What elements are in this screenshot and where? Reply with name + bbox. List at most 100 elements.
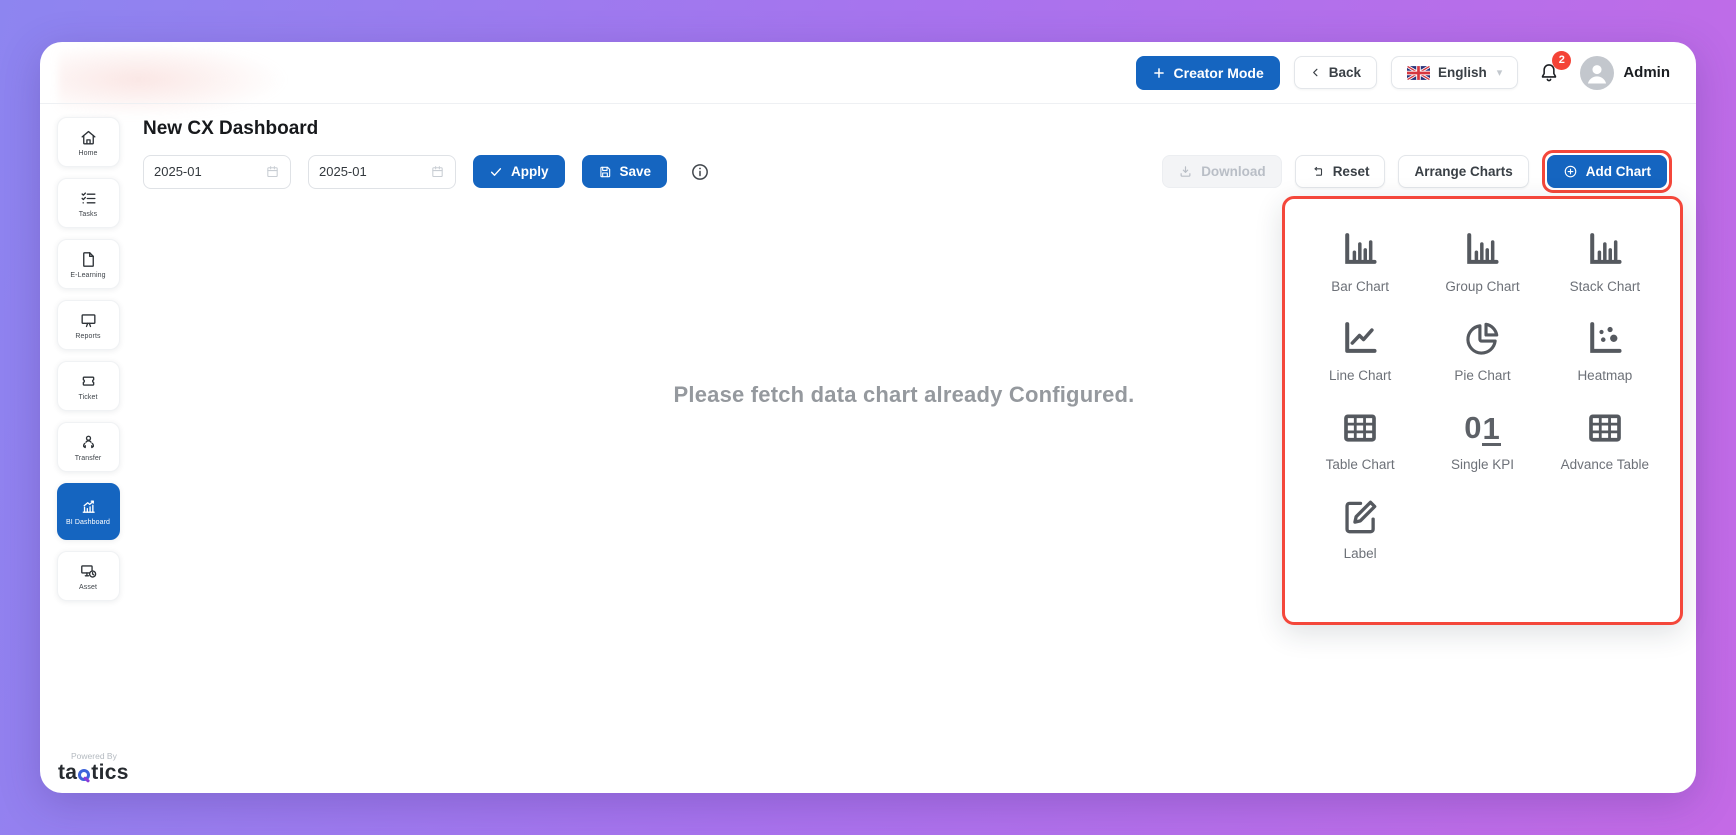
back-button[interactable]: Back bbox=[1293, 56, 1378, 89]
main-area: New CX Dashboard Apply Save bbox=[136, 104, 1696, 793]
bar-chart-icon bbox=[1345, 233, 1377, 264]
pie-chart-icon bbox=[1466, 322, 1499, 355]
plus-icon bbox=[1153, 67, 1164, 78]
heatmap-icon bbox=[1590, 322, 1622, 353]
reset-icon bbox=[1314, 166, 1322, 176]
add-chart-label: Add Chart bbox=[1585, 164, 1651, 179]
sidebar-item-label: Asset bbox=[78, 583, 97, 591]
menu-item-advance-table[interactable]: Advance Table bbox=[1544, 407, 1666, 472]
arrange-charts-label: Arrange Charts bbox=[1414, 164, 1513, 179]
reset-label: Reset bbox=[1332, 164, 1370, 179]
date-from-field[interactable] bbox=[143, 154, 291, 189]
date-from-input[interactable] bbox=[154, 164, 259, 179]
menu-item-label: Stack Chart bbox=[1569, 279, 1641, 294]
advance-table-icon bbox=[1588, 414, 1621, 442]
calendar-icon bbox=[432, 166, 443, 178]
menu-item-pie-chart[interactable]: Pie Chart bbox=[1421, 318, 1543, 383]
sidebar-item-e-learning[interactable]: E-Learning bbox=[56, 239, 120, 289]
info-icon[interactable] bbox=[690, 162, 710, 182]
tasks-icon bbox=[80, 191, 96, 204]
chevron-left-icon bbox=[1312, 68, 1318, 77]
sidebar: Home Tasks E-Learning Reports Ticket Tra… bbox=[40, 104, 136, 793]
toolbar-right: Download Reset Arrange Charts Add Chart bbox=[1162, 150, 1672, 193]
menu-item-table-chart[interactable]: Table Chart bbox=[1299, 407, 1421, 472]
menu-item-heatmap[interactable]: Heatmap bbox=[1544, 318, 1666, 383]
user-name: Admin bbox=[1623, 64, 1670, 81]
top-bar: Creator Mode Back English ▾ 2 bbox=[40, 42, 1696, 104]
table-chart-icon bbox=[1344, 414, 1376, 442]
notifications-button[interactable]: 2 bbox=[1536, 50, 1572, 86]
menu-item-bar-chart[interactable]: Bar Chart bbox=[1299, 229, 1421, 294]
taqtics-logo: ta tics bbox=[58, 761, 129, 784]
menu-item-label: Single KPI bbox=[1450, 457, 1515, 472]
page-title: New CX Dashboard bbox=[143, 118, 319, 139]
menu-item-label: Group Chart bbox=[1445, 279, 1520, 294]
sidebar-item-tasks[interactable]: Tasks bbox=[56, 178, 120, 228]
plus-circle-icon bbox=[1564, 165, 1577, 178]
reset-button[interactable]: Reset bbox=[1294, 155, 1386, 188]
notification-badge: 2 bbox=[1552, 50, 1572, 70]
home-icon bbox=[80, 130, 96, 145]
powered-by-block: Powered By ta tics bbox=[58, 751, 129, 785]
back-label: Back bbox=[1328, 65, 1362, 80]
sidebar-item-label: BI Dashboard bbox=[65, 519, 110, 526]
language-label: English bbox=[1438, 65, 1487, 80]
menu-item-label: Advance Table bbox=[1560, 457, 1649, 472]
save-button[interactable]: Save bbox=[581, 155, 668, 188]
menu-item-label: Bar Chart bbox=[1331, 279, 1390, 294]
menu-item-label: Table Chart bbox=[1325, 457, 1395, 472]
download-button[interactable]: Download bbox=[1162, 155, 1282, 188]
language-selector[interactable]: English ▾ bbox=[1391, 56, 1519, 89]
sidebar-item-label: Reports bbox=[75, 332, 101, 340]
reports-icon bbox=[80, 313, 96, 327]
sidebar-item-label: Home bbox=[78, 149, 98, 157]
sidebar-item-label: Tasks bbox=[78, 210, 98, 218]
sidebar-item-bi-dashboard[interactable]: BI Dashboard bbox=[56, 483, 120, 540]
menu-item-label: Label bbox=[1343, 546, 1377, 561]
sidebar-item-label: E-Learning bbox=[70, 271, 106, 279]
add-chart-button[interactable]: Add Chart bbox=[1546, 155, 1667, 188]
line-chart-icon bbox=[1345, 322, 1377, 353]
date-to-input[interactable] bbox=[319, 164, 424, 179]
download-icon bbox=[1180, 166, 1191, 177]
chevron-down-icon: ▾ bbox=[1496, 67, 1503, 79]
group-chart-icon bbox=[1467, 233, 1500, 264]
sidebar-item-asset[interactable]: Asset bbox=[56, 551, 120, 601]
apply-label: Apply bbox=[511, 164, 549, 179]
powered-by-label: Powered By bbox=[71, 751, 117, 761]
sidebar-item-home[interactable]: Home bbox=[56, 117, 120, 167]
transfer-icon bbox=[82, 435, 94, 448]
check-icon bbox=[490, 167, 502, 176]
bi-dashboard-icon bbox=[82, 500, 95, 513]
menu-item-line-chart[interactable]: Line Chart bbox=[1299, 318, 1421, 383]
sidebar-item-transfer[interactable]: Transfer bbox=[56, 422, 120, 472]
sidebar-item-label: Ticket bbox=[78, 393, 98, 401]
app-window: Creator Mode Back English ▾ 2 bbox=[40, 42, 1696, 793]
chart-type-menu: Bar Chart Group Chart Stack Chart Line C… bbox=[1282, 196, 1683, 625]
sidebar-item-ticket[interactable]: Ticket bbox=[56, 361, 120, 411]
apply-button[interactable]: Apply bbox=[473, 155, 565, 188]
uk-flag-icon bbox=[1407, 65, 1431, 80]
menu-item-label: Heatmap bbox=[1577, 368, 1633, 383]
menu-item-stack-chart[interactable]: Stack Chart bbox=[1544, 229, 1666, 294]
creator-mode-button[interactable]: Creator Mode bbox=[1135, 55, 1280, 90]
toolbar: Apply Save Download Reset Arrange Charts bbox=[143, 150, 1672, 193]
user-menu[interactable]: Admin bbox=[1580, 55, 1670, 90]
date-to-field[interactable] bbox=[308, 154, 456, 189]
chart-type-grid: Bar Chart Group Chart Stack Chart Line C… bbox=[1299, 229, 1666, 561]
save-label: Save bbox=[619, 164, 652, 179]
sidebar-item-reports[interactable]: Reports bbox=[56, 300, 120, 350]
menu-item-label: Line Chart bbox=[1329, 368, 1392, 383]
arrange-charts-button[interactable]: Arrange Charts bbox=[1398, 155, 1529, 188]
save-icon bbox=[599, 166, 610, 177]
creator-mode-label: Creator Mode bbox=[1173, 64, 1264, 81]
sidebar-item-label: Transfer bbox=[74, 454, 102, 462]
menu-item-label-widget[interactable]: Label bbox=[1299, 496, 1421, 561]
empty-state-message: Please fetch data chart already Configur… bbox=[673, 382, 1135, 407]
ticket-icon bbox=[82, 375, 94, 386]
taqtics-q-icon bbox=[78, 768, 91, 781]
menu-item-group-chart[interactable]: Group Chart bbox=[1421, 229, 1543, 294]
stack-chart-icon bbox=[1590, 233, 1622, 264]
